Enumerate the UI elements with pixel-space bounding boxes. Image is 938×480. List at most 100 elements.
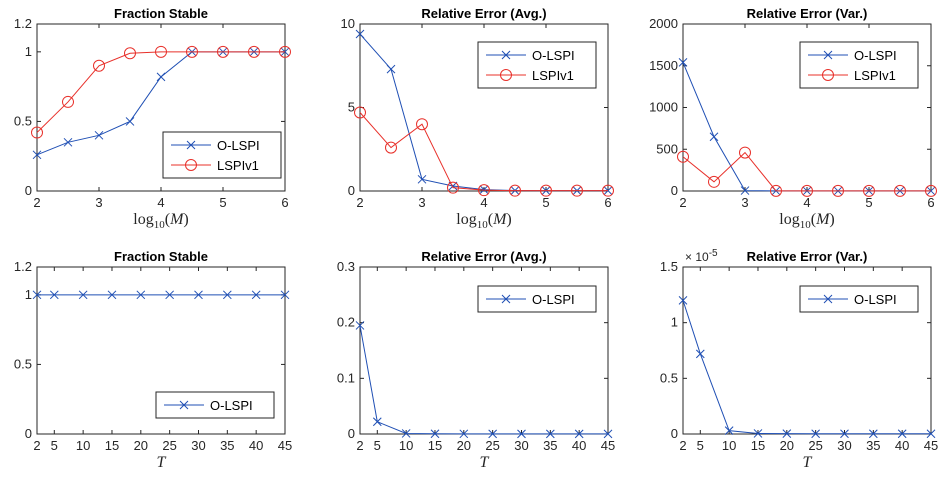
x-tick-label: 2 xyxy=(33,195,40,210)
x-tick-label: 30 xyxy=(514,438,528,453)
data-point-o-lspi xyxy=(222,290,232,300)
x-tick-label: 30 xyxy=(191,438,205,453)
legend-entry-label: LSPIv1 xyxy=(854,68,896,83)
x-tick-label: 6 xyxy=(927,195,934,210)
data-point-o-lspi xyxy=(372,417,382,427)
x-tick-label: 4 xyxy=(157,195,164,210)
data-point-o-lspi xyxy=(740,186,750,195)
data-point-lspiv1 xyxy=(416,118,428,131)
y-tick-label: 0.1 xyxy=(337,370,355,385)
data-point-o-lspi xyxy=(811,429,821,439)
x-tick-label: 10 xyxy=(76,438,90,453)
data-point-o-lspi xyxy=(678,58,688,67)
x-tick-label: 40 xyxy=(249,438,263,453)
data-point-o-lspi xyxy=(840,429,849,439)
y-tick-label: 1000 xyxy=(649,100,678,115)
data-point-lspiv1 xyxy=(155,45,167,58)
legend-box xyxy=(799,41,919,89)
legend-box xyxy=(477,41,597,89)
data-point-o-lspi xyxy=(125,117,135,126)
data-point-o-lspi xyxy=(32,290,42,300)
x-tick-label: 6 xyxy=(604,195,611,210)
data-point-o-lspi xyxy=(417,174,427,184)
data-point-lspiv1 xyxy=(770,184,782,197)
data-point-lspiv1 xyxy=(31,126,43,139)
data-point-o-lspi xyxy=(251,290,261,300)
data-point-o-lspi xyxy=(724,426,734,436)
y-tick-label: 1500 xyxy=(649,58,678,73)
data-point-o-lspi xyxy=(678,296,688,305)
legend-entry-label: O-LSPI xyxy=(217,138,260,153)
legend-marker xyxy=(185,159,197,171)
x-tick-label: 4 xyxy=(803,195,810,210)
y-tick-label: 10 xyxy=(341,16,355,31)
chart-title: Fraction Stable xyxy=(114,6,208,21)
data-point-o-lspi xyxy=(94,130,104,140)
legend-box xyxy=(162,131,282,179)
y-tick-label: 0.5 xyxy=(14,113,32,128)
data-point-o-lspi xyxy=(78,290,88,300)
legend-entry-label: O-LSPI xyxy=(532,48,575,63)
x-tick-label: 40 xyxy=(572,438,586,453)
x-tick-label: 10 xyxy=(399,438,413,453)
y-tick-label: 1 xyxy=(25,44,32,59)
x-tick-label: 35 xyxy=(220,438,234,453)
x-tick-label: 6 xyxy=(281,195,288,210)
data-point-lspiv1 xyxy=(447,181,459,194)
data-point-lspiv1 xyxy=(602,184,614,197)
x-tick-label: 15 xyxy=(428,438,442,453)
chart-panel-2: Relative Error (Avg.) 0 5 10 2 3 4 5 6 log10(M) O-… xyxy=(341,6,614,231)
x-tick-label: 5 xyxy=(219,195,226,210)
data-point-o-lspi xyxy=(401,429,411,438)
chart-title: Relative Error (Var.) xyxy=(747,249,868,264)
legend-entry-label: O-LSPI xyxy=(854,292,897,307)
data-point-o-lspi xyxy=(574,429,584,439)
data-point-lspiv1 xyxy=(279,45,291,58)
x-tick-label: 15 xyxy=(105,438,119,453)
data-point-o-lspi xyxy=(517,429,526,439)
chart-panel-6: Relative Error (Var.) 0 0.5 1 1.5 2 5 10 15 20 25 3… xyxy=(660,248,938,471)
legend-marker xyxy=(823,50,833,60)
x-tick-label: 20 xyxy=(457,438,471,453)
y-tick-label: 0 xyxy=(348,426,355,441)
x-tick-label: 5 xyxy=(542,195,549,210)
legend-marker xyxy=(822,69,834,81)
data-point-o-lspi xyxy=(165,290,175,300)
data-point-lspiv1 xyxy=(925,184,937,197)
y-tick-label: 0 xyxy=(671,183,678,198)
y-tick-label: 1 xyxy=(671,315,678,330)
series-line-lspiv1 xyxy=(36,51,285,133)
data-point-lspiv1 xyxy=(894,184,906,197)
data-point-lspiv1 xyxy=(509,184,521,197)
x-axis-label: log10(M) xyxy=(456,211,511,231)
legend-marker xyxy=(501,294,511,304)
chart-title: Fraction Stable xyxy=(114,249,208,264)
y-tick-label: 5 xyxy=(348,100,355,115)
data-point-lspiv1 xyxy=(248,45,260,58)
legend-entry-label: O-LSPI xyxy=(854,48,897,63)
data-point-lspiv1 xyxy=(677,150,689,163)
data-point-lspiv1 xyxy=(186,45,198,58)
series-line-lspiv1 xyxy=(682,151,931,192)
x-tick-label: 2 xyxy=(679,438,686,453)
x-axis-label: T xyxy=(157,454,167,471)
x-tick-label: 45 xyxy=(278,438,292,453)
x-tick-label: 25 xyxy=(485,438,499,453)
data-point-lspiv1 xyxy=(93,59,105,72)
chart-panel-5: Relative Error (Avg.) 0 0.1 0.2 0.3 2 5 10 15 20 2… xyxy=(337,249,615,471)
data-point-lspiv1 xyxy=(739,146,751,159)
legend: O-LSPI xyxy=(799,285,919,313)
x-axis-label: T xyxy=(480,454,490,471)
data-point-o-lspi xyxy=(280,290,290,300)
data-point-lspiv1 xyxy=(354,106,366,119)
data-point-o-lspi xyxy=(156,72,166,82)
legend: O-LSPI LSPIv1 xyxy=(162,131,282,179)
data-point-o-lspi xyxy=(753,429,763,438)
x-tick-label: 5 xyxy=(374,438,381,453)
x-tick-label: 10 xyxy=(722,438,736,453)
x-tick-label: 3 xyxy=(95,195,102,210)
y-tick-label: 1.2 xyxy=(14,16,32,31)
data-point-o-lspi xyxy=(355,321,365,330)
legend-marker xyxy=(500,69,512,81)
x-tick-label: 45 xyxy=(601,438,615,453)
